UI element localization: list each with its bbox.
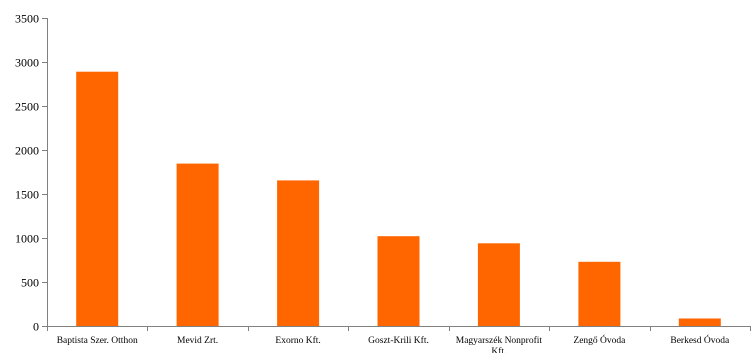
bars-group bbox=[76, 71, 721, 326]
bar bbox=[678, 318, 721, 326]
category-label-line: Magyarszék Nonprofit bbox=[456, 335, 543, 346]
category-label: Magyarszék Nonprofit Kft. bbox=[456, 335, 543, 353]
category-label: Exorno Kft. bbox=[275, 335, 320, 346]
y-tick-label: 2000 bbox=[15, 144, 39, 158]
y-tick-label: 0 bbox=[33, 320, 39, 334]
bar bbox=[176, 163, 219, 326]
axes-group bbox=[47, 18, 750, 327]
category-label-line: Exorno Kft. bbox=[275, 335, 320, 346]
y-tick-label: 1500 bbox=[15, 188, 39, 202]
bar bbox=[477, 243, 520, 326]
y-tick-label: 3500 bbox=[15, 12, 39, 26]
category-label: Mevid Zrt. bbox=[177, 336, 218, 346]
bar bbox=[377, 236, 420, 326]
y-tick-label: 500 bbox=[21, 276, 39, 290]
y-tick-label: 2500 bbox=[15, 100, 39, 114]
category-label-line: Goszt-Krili Kft. bbox=[368, 335, 429, 346]
bar bbox=[76, 71, 119, 326]
category-label-line: Zengő Óvoda bbox=[573, 334, 626, 346]
category-label-line: Berkesd Óvoda bbox=[670, 334, 730, 346]
x-tick-group: Baptista Szer. Otthon Mevid Zrt. Exorno Kf… bbox=[47, 326, 751, 353]
y-tick-group: 0 500 1000 1500 2000 2500 3000 3500 bbox=[15, 12, 47, 334]
y-tick-label: 1000 bbox=[15, 232, 39, 246]
category-label-line: Kft. bbox=[491, 346, 506, 353]
category-label-line: Baptista Szer. Otthon bbox=[57, 336, 138, 346]
bar bbox=[277, 180, 320, 326]
category-label: Goszt-Krili Kft. bbox=[368, 335, 429, 346]
category-label: Berkesd Óvoda bbox=[670, 334, 730, 346]
y-tick-label: 3000 bbox=[15, 56, 39, 70]
bar bbox=[578, 261, 621, 326]
category-label: Zengő Óvoda bbox=[573, 334, 626, 346]
category-label: Baptista Szer. Otthon bbox=[57, 336, 138, 346]
category-label-line: Mevid Zrt. bbox=[177, 336, 218, 346]
